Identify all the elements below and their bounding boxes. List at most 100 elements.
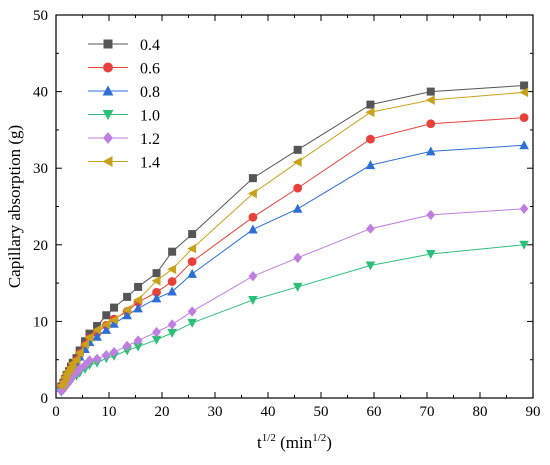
data-point [248, 295, 258, 305]
data-point [133, 303, 143, 313]
data-point [80, 339, 90, 350]
y-tick-label: 10 [33, 314, 48, 330]
legend-marker [102, 85, 114, 96]
x-tick-label: 60 [367, 404, 382, 420]
data-point [133, 295, 143, 305]
data-point [187, 318, 197, 328]
data-point [365, 160, 376, 170]
x-tick-label: 50 [314, 404, 329, 420]
data-point [80, 359, 90, 371]
series-1.4 [56, 87, 529, 391]
data-point [151, 276, 161, 286]
x-tick-label: 30 [208, 404, 223, 420]
legend-item: 0.8 [88, 84, 160, 101]
data-point [109, 318, 119, 328]
data-point [293, 183, 303, 193]
plot-frame [55, 14, 534, 399]
data-point [101, 324, 112, 334]
data-point [365, 261, 376, 271]
data-point [187, 268, 197, 278]
series-line [60, 91, 525, 386]
x-tick-label: 90 [526, 404, 541, 420]
x-tick-label: 70 [420, 404, 435, 420]
x-axis-title-base: t [257, 433, 262, 452]
axis-ticks [55, 14, 534, 399]
data-point [519, 203, 529, 214]
legend-label: 0.8 [140, 84, 160, 101]
x-axis-title-sup: 1/2 [262, 432, 276, 444]
data-point [151, 293, 162, 303]
legend-item: 1.4 [88, 155, 160, 172]
x-tick-label: 40 [261, 404, 276, 420]
data-point [168, 247, 177, 256]
data-point [123, 292, 132, 301]
data-point [519, 87, 529, 98]
data-point [167, 277, 177, 286]
data-point [152, 287, 161, 297]
legend-marker [103, 62, 113, 73]
data-point [187, 243, 197, 254]
data-point [167, 264, 177, 275]
data-point [293, 145, 302, 154]
x-axis-title-unit-suffix: ) [326, 433, 332, 452]
legend-item: 0.4 [88, 37, 160, 54]
tick-labels: 0 10 20 30 40 50 60 70 80 90 0 10 20 30 40 50 [33, 8, 541, 420]
legend-item: 0.6 [88, 61, 160, 78]
y-tick-label: 30 [33, 161, 48, 177]
x-tick-label: 80 [473, 404, 488, 420]
y-tick-label: 50 [33, 8, 48, 24]
data-point [292, 203, 303, 213]
data-point [101, 349, 111, 361]
series-line [60, 144, 525, 389]
data-point [425, 146, 436, 156]
data-point [425, 95, 435, 105]
data-point [187, 257, 197, 267]
data-point [167, 286, 177, 296]
data-point [188, 230, 197, 239]
data-point [248, 212, 258, 222]
plot-area [56, 81, 529, 397]
legend-marker [102, 110, 114, 121]
data-point [122, 310, 132, 320]
data-point [74, 348, 84, 358]
data-point [519, 140, 529, 150]
data-point [426, 119, 436, 129]
x-axis-title: t1/2 (min1/2) [257, 432, 332, 452]
legend-item: 1.0 [88, 108, 160, 125]
data-point [122, 340, 132, 352]
data-point [520, 81, 529, 90]
data-point [75, 363, 85, 375]
data-point [133, 342, 143, 352]
data-point [293, 252, 303, 264]
data-point [519, 240, 529, 250]
legend-label: 1.0 [140, 108, 160, 125]
data-point [93, 321, 102, 330]
data-point [92, 331, 102, 341]
data-point [167, 319, 177, 330]
data-point [248, 174, 257, 183]
data-point [292, 282, 303, 292]
y-tick-label: 40 [33, 85, 48, 101]
series-line [60, 84, 525, 387]
data-point [187, 306, 197, 317]
data-point [366, 134, 375, 144]
x-tick-label: 0 [52, 404, 60, 420]
legend: 0.4 0.6 0.8 1.0 1.2 1.4 [88, 37, 160, 172]
data-point [248, 224, 258, 234]
y-tick-label: 20 [33, 238, 48, 254]
legend-marker [102, 156, 113, 167]
data-point [152, 326, 161, 338]
data-point [122, 305, 132, 315]
legend-label: 0.6 [140, 61, 160, 78]
data-point [71, 354, 81, 365]
data-point [133, 335, 143, 346]
data-point [425, 249, 436, 259]
data-point [102, 311, 111, 320]
data-point [426, 209, 436, 221]
data-point [84, 332, 94, 343]
x-tick-label: 10 [102, 404, 117, 420]
data-point [109, 346, 119, 358]
data-point [109, 315, 119, 325]
data-point [92, 325, 102, 335]
